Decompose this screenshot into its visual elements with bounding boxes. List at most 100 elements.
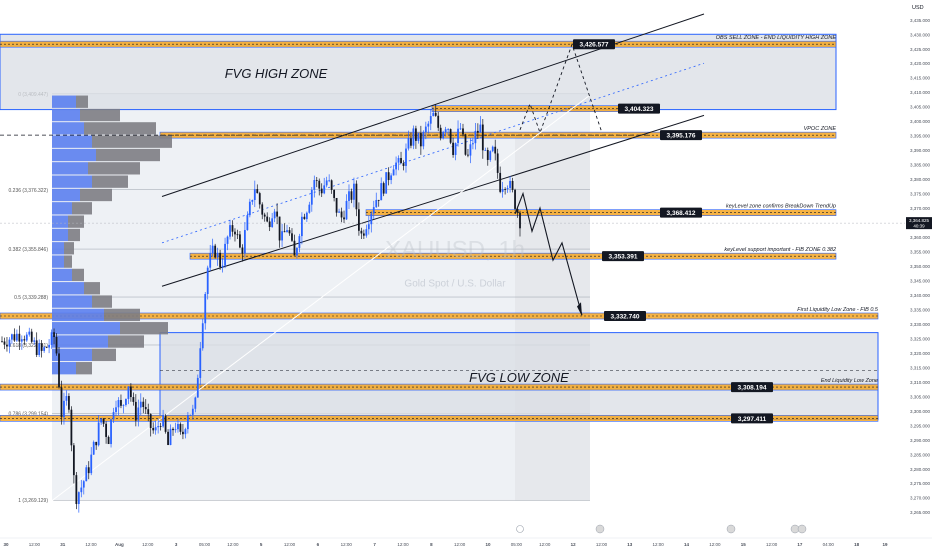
time-tick-label: 10 — [486, 542, 492, 547]
candle-body — [343, 217, 345, 220]
candle-body — [355, 183, 358, 210]
candle-body — [261, 204, 264, 215]
zones-layer: FVG HIGH ZONE FVG LOW ZONE — [0, 33, 879, 422]
candle-body — [167, 431, 169, 445]
time-tick-label: 12:00 — [709, 542, 721, 547]
candle-body — [283, 231, 286, 233]
candle-body — [18, 333, 21, 342]
volume-profile-up-bar — [52, 268, 72, 282]
candle-body — [452, 142, 454, 155]
candle-body — [372, 207, 375, 214]
candle-body — [258, 193, 261, 205]
candle-body — [511, 180, 514, 190]
price-tick-label: 3,345.000 — [910, 278, 931, 283]
volume-profile-down-bar — [92, 348, 116, 362]
candle-body — [442, 132, 445, 139]
key-level-label: First Liquidity Low Zone - FIB 0.5 — [797, 307, 879, 313]
volume-profile-down-bar — [72, 202, 92, 215]
candle-body — [266, 216, 269, 222]
candle-body — [291, 233, 293, 241]
candles-layer — [1, 104, 521, 513]
candle-body — [447, 129, 450, 130]
candle-body — [231, 225, 234, 232]
time-tick-label: 12:00 — [142, 542, 154, 547]
candle-body — [184, 429, 187, 435]
price-tick-label: 3,355.000 — [910, 250, 931, 255]
candle-body — [191, 408, 194, 415]
labels-layer: 3,426.577 OBS SELL ZONE - END LIQUIDITY H… — [385, 35, 879, 424]
candle-body — [353, 183, 355, 200]
candle-body — [72, 445, 75, 476]
candle-body — [437, 115, 440, 128]
price-tag — [731, 413, 773, 424]
candle-body — [335, 197, 338, 213]
candle-body — [58, 353, 60, 388]
price-axis-bg — [905, 0, 932, 550]
price-tick-label: 3,375.000 — [910, 192, 931, 197]
event-marker-icon — [726, 524, 736, 534]
candle-body — [90, 454, 93, 474]
volume-profile-up-bar — [52, 362, 76, 375]
candle-body — [350, 191, 353, 200]
candle-body — [139, 401, 142, 408]
price-tick-label: 3,400.000 — [910, 119, 931, 124]
candle-body — [224, 243, 226, 266]
price-tick-label: 3,275.000 — [910, 481, 931, 486]
candle-body — [310, 189, 313, 205]
candle-body — [489, 151, 492, 160]
candle-body — [377, 199, 380, 201]
price-tick-label: 3,370.000 — [910, 206, 931, 211]
candle-body — [48, 344, 50, 348]
price-tick-label: 3,350.000 — [910, 264, 931, 269]
time-tick-label: 12:00 — [653, 542, 665, 547]
candle-body — [365, 229, 368, 236]
price-tick-label: 3,280.000 — [910, 467, 931, 472]
time-tick-label: 05:00 — [199, 542, 211, 547]
candle-body — [172, 428, 174, 431]
key-level-label: keyLevel zone confirms BreakDown TrendUp — [726, 204, 836, 210]
candle-body — [348, 191, 350, 201]
candle-body — [484, 149, 487, 151]
candle-body — [154, 427, 157, 431]
candle-body — [300, 216, 303, 237]
candle-body — [102, 418, 105, 424]
price-tick-label: 3,270.000 — [910, 496, 931, 501]
fib-label: 0.786 (3,299.154) — [9, 411, 49, 417]
price-tag-value: 3,404.323 — [625, 106, 654, 113]
volume-profile-up-bar — [52, 228, 68, 242]
candle-body — [390, 175, 393, 181]
time-tick-label: 3 — [175, 542, 178, 547]
time-tick-label: 12:00 — [29, 542, 41, 547]
candle-body — [476, 130, 479, 133]
time-tick-label: 12 — [571, 542, 577, 547]
volume-profile-up-bar — [52, 122, 84, 135]
time-tick-label: 05:00 — [511, 542, 523, 547]
candle-body — [11, 334, 13, 340]
candle-body — [417, 133, 420, 141]
time-tick-label: 12:00 — [596, 542, 608, 547]
candle-body — [395, 162, 397, 170]
price-tick-label: 3,380.000 — [910, 177, 931, 182]
volume-profile-up-bar — [52, 242, 64, 255]
volume-profile-down-bar — [88, 162, 140, 175]
price-tag — [618, 103, 660, 114]
candle-body — [40, 343, 43, 351]
price-tick-label: 3,305.000 — [910, 394, 931, 399]
candle-body — [239, 234, 241, 248]
candle-body — [402, 163, 405, 166]
candle-body — [367, 224, 370, 230]
candle-body — [357, 209, 360, 231]
watermark-symbol: XAUUSD, 1h — [385, 236, 525, 263]
time-tick-label: 6 — [317, 542, 320, 547]
volume-profile-down-bar — [108, 335, 144, 348]
candle-body — [169, 428, 172, 445]
candle-body — [95, 441, 98, 446]
time-tick-label: 17 — [797, 542, 803, 547]
candle-body — [325, 180, 328, 186]
candle-body — [278, 216, 281, 241]
candle-body — [53, 332, 55, 338]
price-tick-label: 3,360.000 — [910, 235, 931, 240]
candle-body — [35, 340, 38, 355]
candle-body — [216, 252, 219, 258]
